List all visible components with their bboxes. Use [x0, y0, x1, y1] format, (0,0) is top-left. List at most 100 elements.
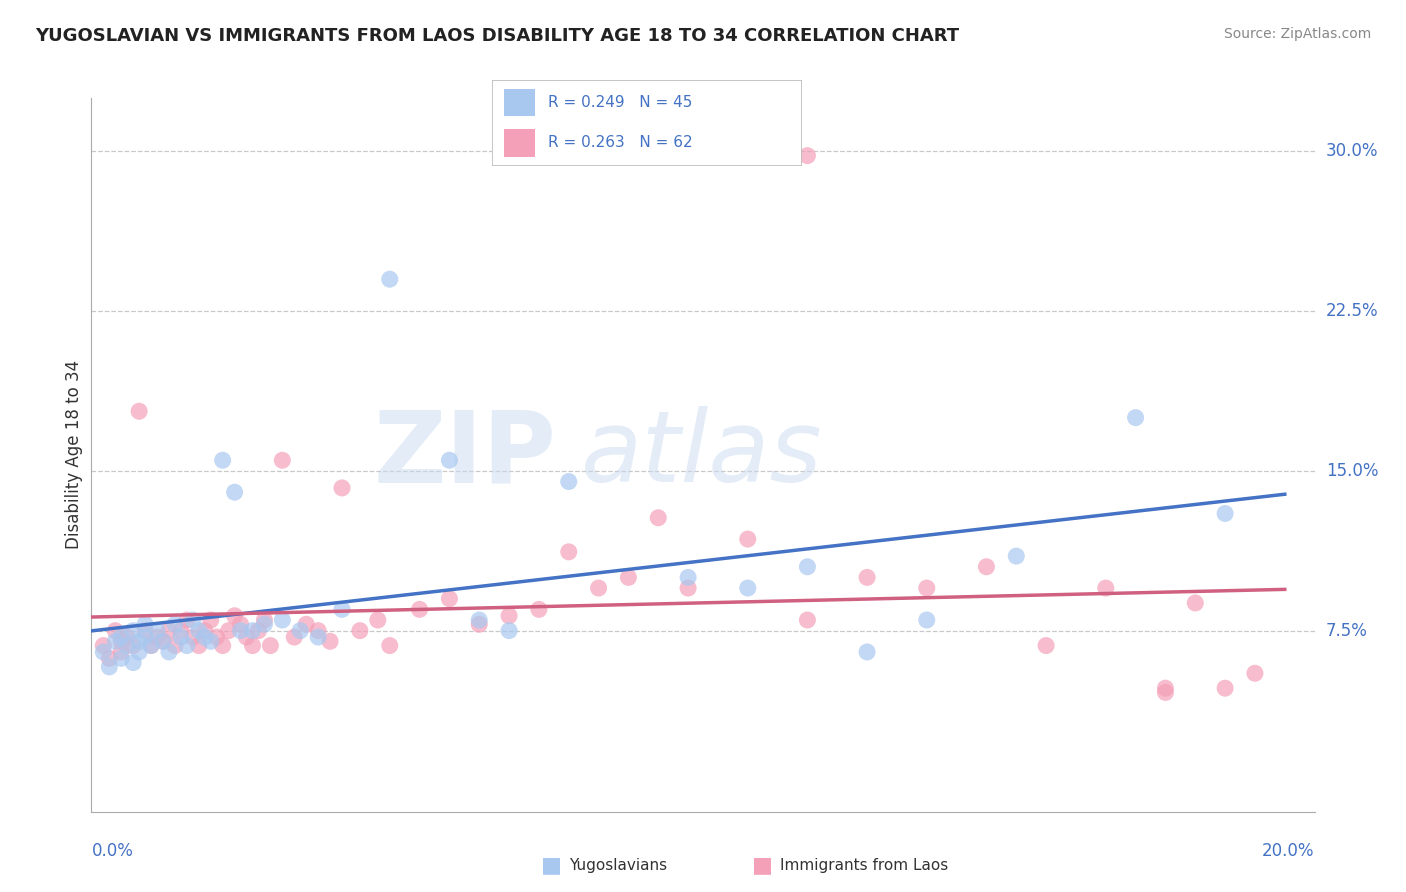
Point — [1094, 581, 1116, 595]
Point — [439, 453, 461, 467]
Point — [146, 624, 169, 638]
Point — [242, 639, 264, 653]
Point — [163, 617, 186, 632]
Point — [676, 581, 699, 595]
Point — [181, 630, 204, 644]
Bar — [505, 89, 536, 116]
Point — [200, 613, 222, 627]
Point — [115, 630, 138, 644]
Text: Immigrants from Laos: Immigrants from Laos — [780, 858, 949, 872]
Point — [527, 602, 550, 616]
Point — [856, 645, 879, 659]
Point — [98, 651, 121, 665]
Text: 22.5%: 22.5% — [1326, 302, 1378, 320]
Point — [110, 651, 132, 665]
Point — [104, 624, 127, 638]
Point — [498, 624, 520, 638]
Text: 20.0%: 20.0% — [1263, 842, 1315, 860]
Point — [408, 602, 430, 616]
Point — [187, 624, 209, 638]
Point — [139, 639, 162, 653]
Point — [307, 624, 329, 638]
Point — [122, 639, 145, 653]
Point — [558, 545, 581, 559]
Point — [134, 630, 156, 644]
Point — [1213, 681, 1236, 695]
Point — [91, 639, 114, 653]
Point — [253, 613, 276, 627]
Point — [915, 581, 938, 595]
Point — [1213, 507, 1236, 521]
Text: R = 0.249   N = 45: R = 0.249 N = 45 — [548, 95, 692, 110]
Point — [976, 559, 998, 574]
Point — [224, 608, 246, 623]
Point — [200, 634, 222, 648]
Point — [1184, 596, 1206, 610]
Point — [1244, 666, 1267, 681]
Point — [468, 617, 491, 632]
Point — [218, 624, 240, 638]
Point — [271, 453, 294, 467]
Point — [468, 613, 491, 627]
Point — [307, 630, 329, 644]
Point — [283, 630, 305, 644]
Point — [205, 630, 228, 644]
Point — [588, 581, 610, 595]
Bar — [505, 129, 536, 157]
Point — [676, 570, 699, 584]
Point — [128, 645, 150, 659]
Point — [110, 645, 132, 659]
Point — [134, 624, 156, 638]
Text: ZIP: ZIP — [374, 407, 557, 503]
Point — [1154, 681, 1177, 695]
Point — [378, 272, 401, 286]
Text: ■: ■ — [752, 855, 773, 875]
Point — [295, 617, 318, 632]
Point — [856, 570, 879, 584]
Point — [170, 630, 193, 644]
Point — [367, 613, 389, 627]
Point — [122, 656, 145, 670]
Point — [128, 634, 150, 648]
Point — [134, 617, 156, 632]
Point — [349, 624, 371, 638]
Point — [91, 645, 114, 659]
Point — [319, 634, 342, 648]
Point — [737, 581, 759, 595]
Point — [157, 645, 180, 659]
Point — [915, 613, 938, 627]
Point — [194, 624, 217, 638]
Point — [224, 485, 246, 500]
Point — [1154, 685, 1177, 699]
Point — [104, 634, 127, 648]
Point — [253, 617, 276, 632]
Point — [1005, 549, 1028, 563]
Point — [229, 624, 252, 638]
Point — [290, 624, 312, 638]
Point — [146, 630, 169, 644]
Point — [229, 617, 252, 632]
Text: 0.0%: 0.0% — [91, 842, 134, 860]
Point — [157, 624, 180, 638]
Point — [187, 639, 209, 653]
Point — [139, 639, 162, 653]
Text: Source: ZipAtlas.com: Source: ZipAtlas.com — [1223, 27, 1371, 41]
Point — [259, 639, 281, 653]
Text: 30.0%: 30.0% — [1326, 143, 1378, 161]
Point — [110, 634, 132, 648]
Point — [98, 660, 121, 674]
Point — [170, 624, 193, 638]
Point — [235, 630, 257, 644]
Point — [439, 591, 461, 606]
Point — [796, 148, 818, 162]
Point — [163, 639, 186, 653]
Point — [1125, 410, 1147, 425]
Point — [647, 510, 669, 524]
Text: YUGOSLAVIAN VS IMMIGRANTS FROM LAOS DISABILITY AGE 18 TO 34 CORRELATION CHART: YUGOSLAVIAN VS IMMIGRANTS FROM LAOS DISA… — [35, 27, 959, 45]
Point — [211, 639, 233, 653]
Point — [194, 630, 217, 644]
Point — [211, 453, 233, 467]
Point — [176, 639, 198, 653]
Text: 15.0%: 15.0% — [1326, 462, 1378, 480]
Text: R = 0.263   N = 62: R = 0.263 N = 62 — [548, 136, 692, 151]
